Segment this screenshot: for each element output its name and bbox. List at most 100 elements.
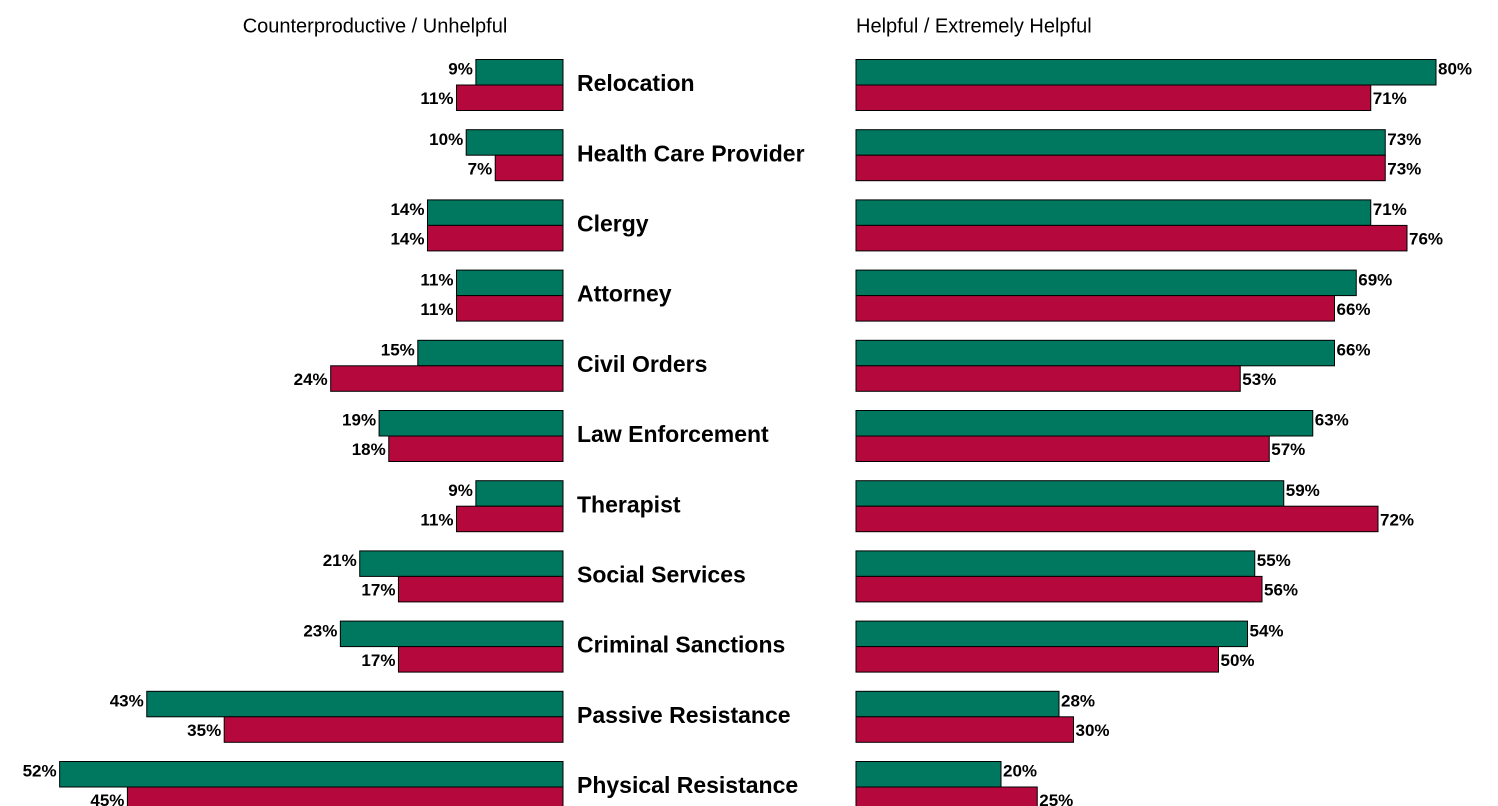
category-label: Relocation xyxy=(577,70,695,96)
bar xyxy=(855,761,1002,788)
value-label: 20% xyxy=(1003,762,1037,781)
bar xyxy=(855,786,1038,806)
value-label: 73% xyxy=(1387,159,1421,178)
value-label: 7% xyxy=(468,159,493,178)
bar xyxy=(855,269,1357,297)
value-label: 14% xyxy=(390,230,424,249)
category-label: Clergy xyxy=(577,210,649,236)
category-label: Law Enforcement xyxy=(577,421,769,447)
left-title: Counterproductive / Unhelpful xyxy=(243,15,508,37)
value-label: 52% xyxy=(23,762,57,781)
value-label: 23% xyxy=(303,621,337,640)
bar xyxy=(426,224,564,252)
bar xyxy=(456,505,564,533)
bar xyxy=(475,480,564,507)
value-label: 69% xyxy=(1358,270,1392,289)
bar xyxy=(855,365,1241,392)
value-label: 14% xyxy=(390,200,424,219)
value-label: 45% xyxy=(90,791,124,806)
value-label: 19% xyxy=(342,411,376,430)
right-title: Helpful / Extremely Helpful xyxy=(856,15,1092,37)
bar xyxy=(855,505,1379,533)
bar xyxy=(59,761,564,788)
bar xyxy=(855,199,1372,226)
value-label: 35% xyxy=(187,721,221,740)
value-label: 30% xyxy=(1076,721,1110,740)
bar xyxy=(494,154,564,182)
bar xyxy=(855,339,1335,367)
bar xyxy=(465,129,564,156)
value-label: 76% xyxy=(1409,230,1443,249)
value-label: 71% xyxy=(1373,200,1407,219)
bar xyxy=(855,295,1335,322)
value-label: 57% xyxy=(1271,440,1305,459)
value-label: 11% xyxy=(420,300,453,319)
bar xyxy=(330,365,564,392)
bar xyxy=(126,786,564,806)
category-label: Therapist xyxy=(577,491,681,517)
category-label: Passive Resistance xyxy=(577,702,791,728)
value-label: 50% xyxy=(1221,651,1255,670)
bar xyxy=(855,435,1270,462)
value-label: 28% xyxy=(1061,692,1095,711)
bar xyxy=(397,646,564,673)
value-label: 54% xyxy=(1250,621,1284,640)
value-label: 80% xyxy=(1438,60,1472,79)
value-label: 11% xyxy=(420,510,453,529)
value-label: 53% xyxy=(1242,370,1276,389)
value-label: 24% xyxy=(294,370,328,389)
bar xyxy=(456,269,564,297)
value-label: 63% xyxy=(1315,411,1349,430)
category-label: Attorney xyxy=(577,281,672,307)
category-label: Civil Orders xyxy=(577,351,707,377)
bar xyxy=(855,646,1219,673)
bar xyxy=(855,716,1074,743)
bar xyxy=(146,690,564,718)
bar xyxy=(426,199,564,226)
bar xyxy=(855,59,1437,86)
category-label: Social Services xyxy=(577,561,746,587)
bar xyxy=(359,550,564,577)
category-label: Health Care Provider xyxy=(577,140,805,166)
value-label: 73% xyxy=(1387,130,1421,149)
value-label: 11% xyxy=(420,89,453,108)
bar xyxy=(223,716,564,743)
value-label: 59% xyxy=(1286,481,1320,500)
value-label: 18% xyxy=(352,440,386,459)
value-label: 10% xyxy=(429,130,463,149)
bar xyxy=(397,575,564,603)
bar xyxy=(855,129,1386,156)
bar xyxy=(855,480,1285,507)
bar xyxy=(456,295,564,322)
bar xyxy=(855,84,1372,111)
value-label: 71% xyxy=(1373,89,1407,108)
value-label: 72% xyxy=(1380,510,1414,529)
value-label: 21% xyxy=(323,551,357,570)
value-label: 43% xyxy=(110,692,144,711)
bar xyxy=(388,435,564,462)
value-label: 25% xyxy=(1039,791,1073,806)
bar xyxy=(855,410,1314,437)
bar xyxy=(855,620,1248,648)
value-label: 66% xyxy=(1337,300,1371,319)
value-label: 15% xyxy=(381,341,415,360)
bar xyxy=(339,620,564,648)
bar xyxy=(456,84,564,111)
bar xyxy=(475,59,564,86)
bar xyxy=(855,154,1386,182)
bar xyxy=(855,575,1263,603)
value-label: 55% xyxy=(1257,551,1291,570)
value-label: 9% xyxy=(448,481,473,500)
value-label: 17% xyxy=(361,651,395,670)
value-label: 9% xyxy=(448,60,473,79)
value-label: 56% xyxy=(1264,581,1298,600)
value-label: 66% xyxy=(1337,341,1371,360)
bar xyxy=(378,410,564,437)
value-label: 11% xyxy=(420,270,453,289)
category-label: Criminal Sanctions xyxy=(577,632,785,658)
bar xyxy=(417,339,564,367)
bar xyxy=(855,224,1408,252)
bar xyxy=(855,550,1256,577)
bar xyxy=(855,690,1060,718)
